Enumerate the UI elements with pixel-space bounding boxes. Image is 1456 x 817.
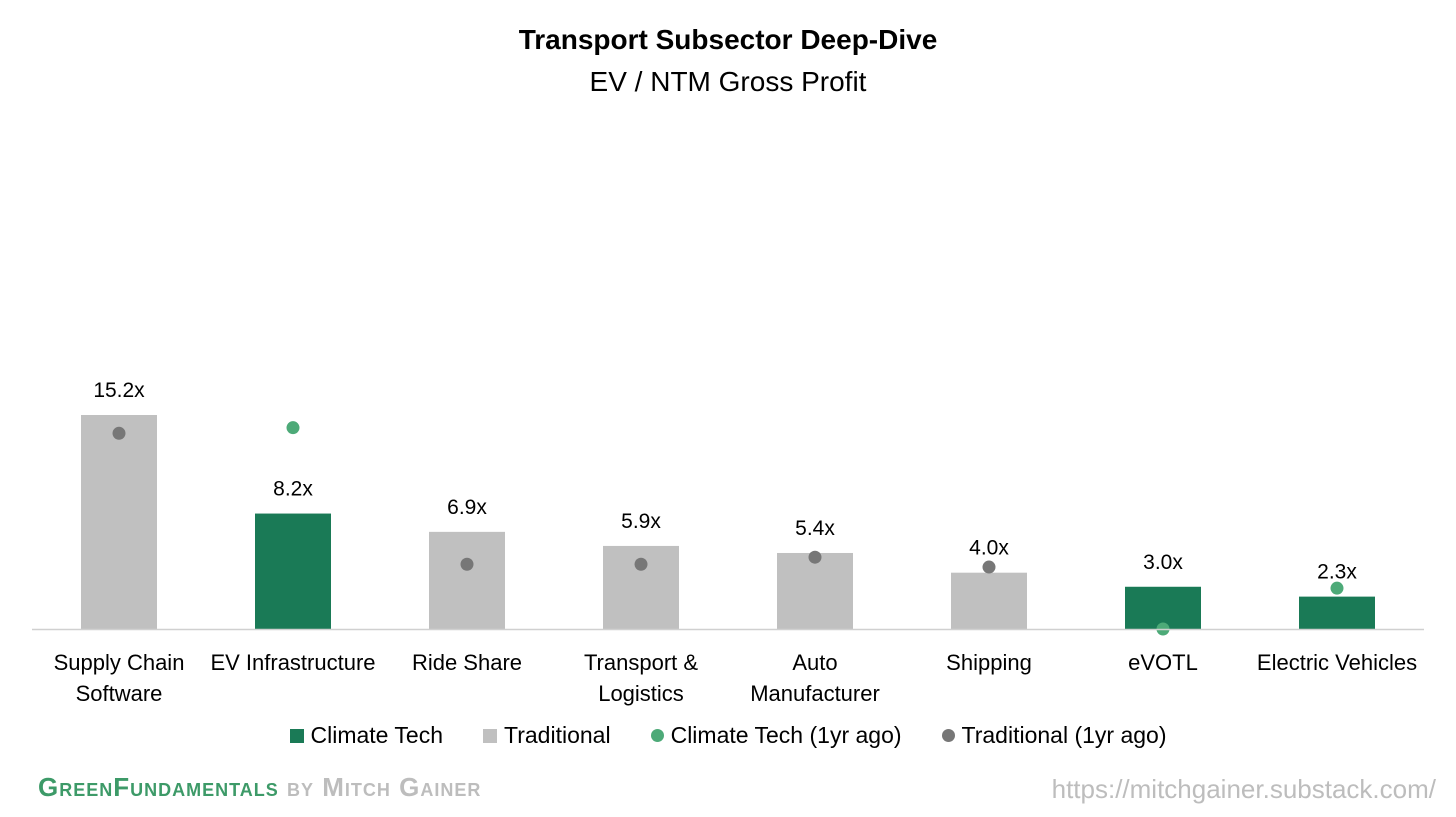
category-label-4-1: Manufacturer bbox=[750, 681, 880, 706]
category-label-2-0: Ride Share bbox=[412, 650, 522, 675]
legend-swatch-climate-tech-prior bbox=[650, 729, 664, 742]
chart-title: Transport Subsector Deep-Dive bbox=[518, 24, 938, 55]
legend-swatch-traditional bbox=[483, 728, 498, 743]
bar-6 bbox=[1125, 586, 1201, 629]
legend-item-traditional: Traditional bbox=[483, 722, 611, 749]
bar-4 bbox=[777, 552, 853, 629]
bar-1 bbox=[255, 513, 331, 629]
category-label-4-0: Auto bbox=[792, 650, 837, 675]
category-label-0-0: Supply Chain bbox=[54, 650, 185, 675]
prior-point-4 bbox=[808, 550, 822, 564]
legend-label-traditional: Traditional bbox=[504, 722, 611, 748]
data-label-6: 3.0x bbox=[1143, 551, 1183, 574]
prior-point-5 bbox=[982, 560, 996, 574]
bar-2 bbox=[429, 531, 505, 629]
legend-item-climate-tech: Climate Tech bbox=[289, 722, 444, 749]
legend-label-climate-tech-prior: Climate Tech (1yr ago) bbox=[670, 722, 902, 748]
legend: Climate Tech Traditional Climate Tech (1… bbox=[0, 722, 1456, 749]
category-label-3-0: Transport & bbox=[584, 650, 698, 675]
legend-item-traditional-prior: Traditional (1yr ago) bbox=[941, 722, 1167, 749]
prior-point-1 bbox=[286, 421, 300, 435]
legend-item-climate-tech-prior: Climate Tech (1yr ago) bbox=[650, 722, 902, 749]
brand-logo: GreenFundamentals by Mitch Gainer bbox=[38, 772, 481, 803]
brand-name: GreenFundamentals bbox=[38, 772, 279, 802]
prior-point-2 bbox=[460, 557, 474, 571]
brand-author: by Mitch Gainer bbox=[278, 772, 482, 802]
data-label-0: 15.2x bbox=[93, 379, 145, 402]
legend-label-climate-tech: Climate Tech bbox=[310, 722, 444, 748]
category-label-1-0: EV Infrastructure bbox=[210, 650, 375, 675]
prior-point-3 bbox=[634, 557, 648, 571]
bar-5 bbox=[951, 572, 1027, 629]
data-label-7: 2.3x bbox=[1317, 561, 1357, 584]
prior-point-0 bbox=[112, 426, 126, 440]
data-label-3: 5.9x bbox=[621, 510, 661, 533]
category-label-6-0: eVOTL bbox=[1128, 650, 1198, 675]
category-label-0-1: Software bbox=[76, 681, 163, 706]
legend-swatch-climate-tech bbox=[289, 728, 304, 743]
category-label-7-0: Electric Vehicles bbox=[1257, 650, 1417, 675]
data-label-4: 5.4x bbox=[795, 517, 835, 540]
chart-subtitle: EV / NTM Gross Profit bbox=[589, 66, 867, 97]
bar-0 bbox=[81, 415, 157, 629]
bar-7 bbox=[1299, 596, 1375, 629]
source-url[interactable]: https://mitchgainer.substack.com/ bbox=[1051, 774, 1436, 804]
category-label-3-1: Logistics bbox=[598, 681, 684, 706]
category-label-5-0: Shipping bbox=[946, 650, 1032, 675]
legend-label-traditional-prior: Traditional (1yr ago) bbox=[961, 722, 1167, 748]
data-label-5: 4.0x bbox=[969, 537, 1009, 560]
data-label-1: 8.2x bbox=[273, 478, 313, 501]
data-label-2: 6.9x bbox=[447, 496, 487, 519]
bar-chart: 15.2x Supply Chain Software 8.2x EV Infrastr… bbox=[32, 379, 1424, 706]
prior-point-7 bbox=[1330, 581, 1344, 595]
legend-swatch-traditional-prior bbox=[941, 729, 955, 742]
